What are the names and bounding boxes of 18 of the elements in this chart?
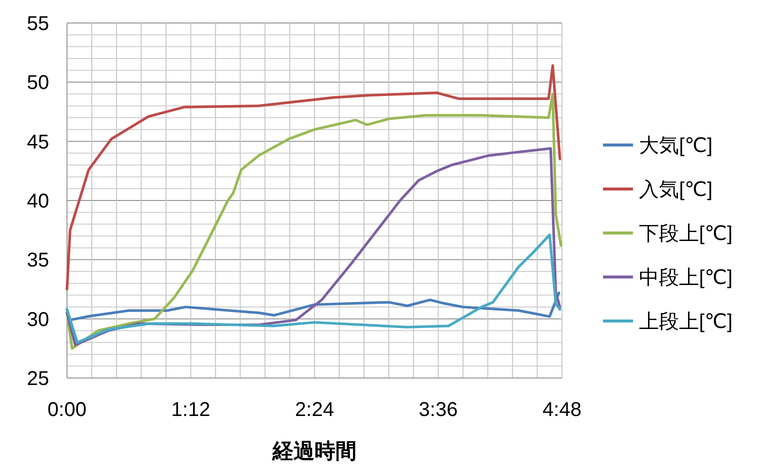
x-tick-label: 1:12 [171, 399, 210, 421]
x-tick-label: 2:24 [295, 399, 334, 421]
x-tick-label: 3:36 [418, 399, 458, 421]
x-axis-title: 経過時間 [272, 440, 356, 463]
y-tick-label: 25 [26, 368, 50, 390]
x-tick-label: 0:00 [48, 399, 86, 421]
y-tick-label: 40 [26, 190, 50, 212]
legend-label: 入気[℃] [639, 179, 713, 201]
y-tick-label: 45 [26, 131, 50, 154]
x-tick-label: 4:48 [542, 399, 582, 421]
y-tick-label: 50 [26, 72, 50, 94]
y-tick-label: 30 [26, 308, 50, 331]
legend-label: 上段上[℃] [639, 311, 733, 333]
legend-label: 下段上[℃] [639, 223, 733, 245]
legend-label: 中段上[℃] [639, 267, 733, 289]
legend-label: 大気[℃] [639, 135, 713, 157]
y-tick-label: 55 [26, 13, 50, 35]
y-tick-label: 35 [26, 250, 50, 272]
